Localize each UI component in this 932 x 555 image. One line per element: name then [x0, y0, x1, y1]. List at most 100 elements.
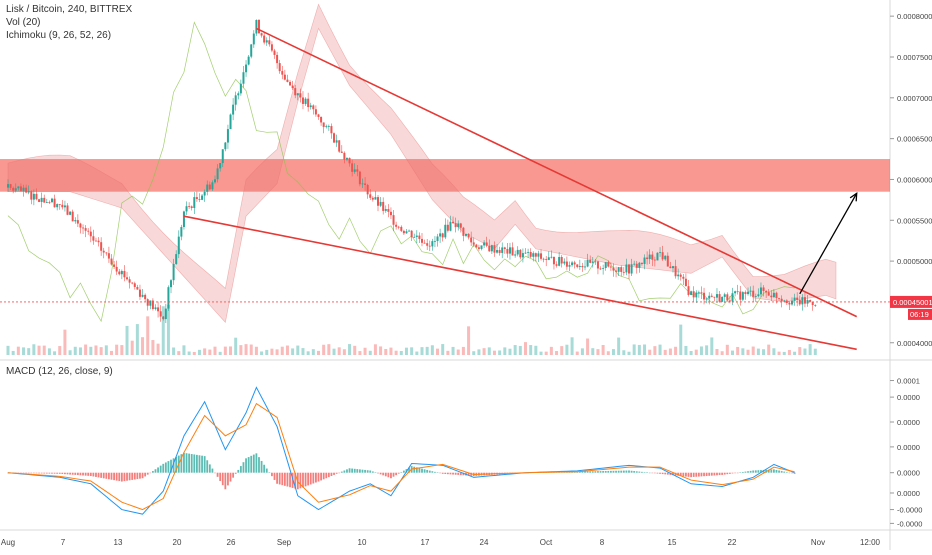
- volume-bar: [32, 344, 36, 355]
- candle-body: [602, 268, 605, 269]
- macd-histogram-bar: [682, 472, 685, 477]
- candle-body: [721, 296, 724, 302]
- volume-bar: [156, 343, 160, 355]
- macd-histogram-bar: [685, 472, 687, 477]
- candle-body: [333, 133, 336, 143]
- candle-body: [811, 301, 814, 306]
- macd-histogram-bar: [783, 471, 786, 473]
- candle-body: [118, 271, 121, 275]
- candle-body: [19, 186, 22, 191]
- candle-body: [736, 291, 739, 293]
- macd-histogram-bar: [219, 472, 222, 481]
- macd-histogram-bar: [578, 471, 581, 473]
- candle-body: [594, 261, 597, 263]
- macd-histogram-bar: [356, 469, 359, 473]
- candle-body: [301, 97, 304, 104]
- macd-histogram-bar: [778, 470, 780, 473]
- macd-indicator-label[interactable]: MACD (12, 26, close, 9): [6, 366, 113, 377]
- macd-histogram-bar: [361, 469, 364, 473]
- macd-histogram-bar: [612, 470, 615, 473]
- candle-body: [503, 247, 506, 250]
- volume-bar: [611, 349, 615, 355]
- macd-histogram-bar: [695, 472, 698, 477]
- volume-bar: [555, 351, 559, 355]
- candle-body: [221, 149, 224, 164]
- macd-histogram-bar: [597, 471, 599, 473]
- candle-body: [115, 266, 118, 272]
- volume-bar: [539, 351, 543, 355]
- macd-histogram-bar: [710, 472, 713, 476]
- candle-body: [289, 81, 292, 86]
- candle-body: [17, 186, 20, 189]
- candle-body: [609, 266, 612, 268]
- candle-body: [791, 300, 794, 305]
- macd-histogram-bar: [690, 472, 692, 478]
- macd-histogram-bar: [434, 471, 436, 473]
- candle-body: [576, 264, 579, 267]
- candle-body: [431, 241, 434, 247]
- macd-histogram-bar: [245, 458, 247, 473]
- macd-histogram-bar: [586, 471, 589, 473]
- candle-body: [759, 287, 762, 295]
- candle-body: [157, 307, 160, 312]
- volume-indicator-label[interactable]: Vol (20): [6, 17, 41, 28]
- volume-bar: [813, 348, 817, 355]
- volume-bar: [467, 326, 471, 355]
- candle-body: [710, 295, 713, 297]
- candle-body: [276, 54, 279, 64]
- candle-body: [170, 280, 173, 288]
- time-tick-label: 17: [421, 538, 430, 547]
- volume-bar: [663, 349, 667, 355]
- candle-body: [14, 188, 17, 191]
- macd-histogram-bar: [268, 472, 271, 473]
- macd-histogram-bar: [392, 472, 395, 477]
- candle-body: [464, 233, 467, 236]
- candle-body: [76, 220, 79, 224]
- countdown-value: 06:19: [910, 310, 929, 319]
- candle-body: [22, 187, 25, 191]
- macd-histogram-bar: [188, 453, 191, 473]
- volume-bar: [736, 346, 740, 355]
- candle-body: [71, 211, 74, 222]
- candle-body: [697, 292, 700, 294]
- macd-histogram-bar: [757, 470, 760, 473]
- volume-bar: [720, 351, 724, 355]
- candle-body: [247, 56, 250, 65]
- macd-histogram-bar: [115, 472, 118, 481]
- candle-body: [128, 279, 131, 283]
- candle-body: [545, 259, 548, 260]
- candle-body: [788, 303, 791, 305]
- candle-body: [74, 220, 77, 222]
- volume-bar: [203, 348, 207, 355]
- macd-histogram-bar: [457, 472, 460, 475]
- macd-histogram-bar: [271, 472, 273, 477]
- volume-bar: [141, 337, 145, 355]
- candle-body: [66, 205, 69, 215]
- macd-histogram-bar: [791, 472, 793, 474]
- candle-body: [278, 63, 281, 72]
- candle-body: [640, 262, 643, 264]
- candle-body: [356, 169, 359, 172]
- macd-histogram-bar: [353, 468, 356, 473]
- macd-histogram-bar: [56, 472, 59, 474]
- macd-histogram-bar: [211, 468, 214, 473]
- symbol-title[interactable]: Lisk / Bitcoin, 240, BITTREX: [6, 4, 133, 15]
- macd-histogram-bar: [302, 472, 304, 488]
- candle-body: [25, 187, 28, 193]
- macd-histogram-bar: [317, 472, 320, 482]
- volume-bar: [296, 345, 300, 355]
- projection-arrow-head: [849, 192, 858, 202]
- candle-body: [35, 193, 38, 200]
- volume-bar: [358, 351, 362, 355]
- macd-histogram-bar: [221, 472, 224, 486]
- macd-histogram-bar: [113, 472, 115, 481]
- macd-histogram: [7, 452, 796, 490]
- volume-bar: [441, 344, 445, 355]
- macd-histogram-bar: [232, 472, 235, 478]
- candle-body: [190, 206, 193, 208]
- ichimoku-indicator-label[interactable]: Ichimoku (9, 26, 52, 26): [6, 30, 112, 41]
